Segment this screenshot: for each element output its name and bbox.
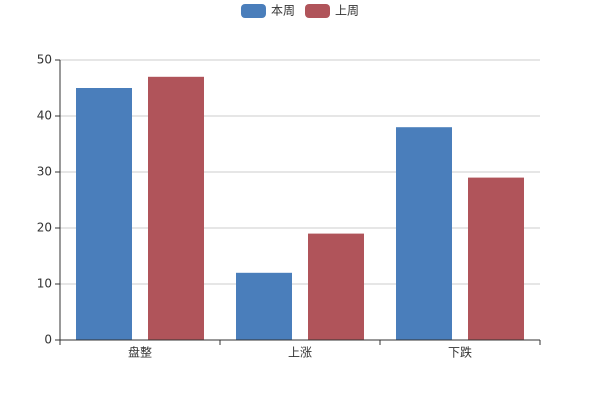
bar	[76, 88, 132, 340]
bar	[236, 272, 292, 340]
bar	[468, 177, 524, 340]
x-tick-label: 下跌	[448, 345, 472, 360]
x-tick-label: 上涨	[288, 345, 312, 360]
legend-label[interactable]: 本周	[271, 4, 295, 18]
bar	[308, 233, 364, 340]
y-tick-label: 30	[37, 165, 52, 179]
legend-label[interactable]: 上周	[335, 4, 359, 18]
y-tick-label: 0	[44, 333, 52, 347]
y-tick-label: 10	[37, 277, 52, 291]
x-tick-label: 盘整	[128, 345, 152, 360]
y-tick-label: 20	[37, 221, 52, 235]
bar	[396, 127, 452, 340]
y-tick-label: 50	[37, 53, 52, 67]
legend-swatch[interactable]	[240, 4, 266, 18]
legend-swatch[interactable]	[305, 4, 330, 18]
bar	[148, 76, 204, 341]
y-tick-label: 40	[37, 109, 52, 123]
